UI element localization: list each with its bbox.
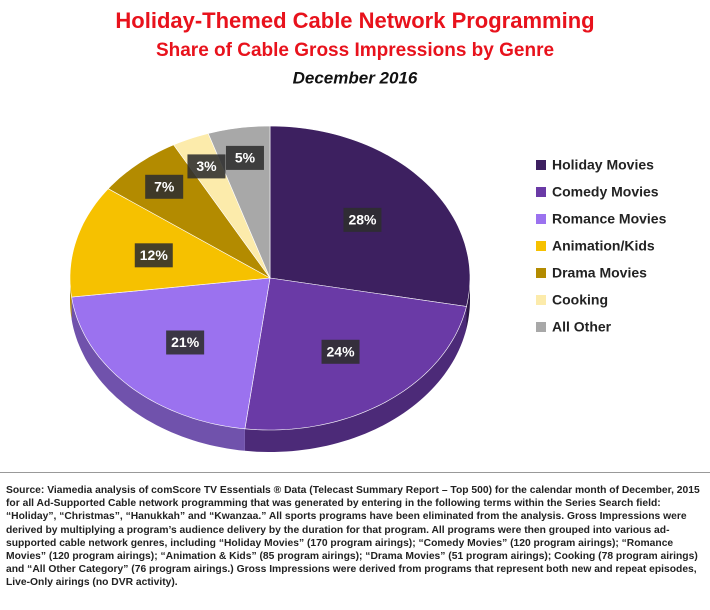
legend-swatch [536, 241, 546, 251]
data-label: 21% [171, 334, 200, 350]
legend-swatch [536, 187, 546, 197]
separator [0, 472, 710, 473]
data-label: 7% [154, 178, 175, 194]
legend-label: Comedy Movies [552, 184, 659, 200]
source-note: Source: Viamedia analysis of comScore TV… [6, 485, 700, 589]
data-label: 5% [235, 150, 256, 166]
legend-swatch [536, 160, 546, 170]
legend-swatch [536, 295, 546, 305]
legend-swatch [536, 322, 546, 332]
data-label: 3% [196, 158, 217, 174]
slice-side [466, 278, 470, 329]
label-box [225, 145, 264, 170]
label-box [187, 154, 226, 179]
legend-label: Cooking [552, 292, 608, 308]
legend-swatch [536, 268, 546, 278]
legend-label: All Other [552, 319, 612, 335]
slice-side [244, 306, 467, 452]
chart-subtitle: Share of Cable Gross Impressions by Genr… [156, 40, 554, 61]
legend-label: Romance Movies [552, 211, 667, 227]
label-box [321, 339, 360, 364]
label-box [145, 174, 184, 199]
chart-date: December 2016 [293, 68, 418, 87]
label-box [166, 330, 205, 355]
chart: Holiday-Themed Cable Network Programming… [69, 8, 667, 452]
chart-title: Holiday-Themed Cable Network Programming [115, 8, 594, 33]
label-box [134, 243, 173, 268]
legend-label: Holiday Movies [552, 157, 654, 173]
legend-label: Animation/Kids [552, 238, 655, 254]
data-label: 28% [348, 212, 377, 228]
label-box [343, 207, 382, 232]
legend-swatch [536, 214, 546, 224]
legend-label: Drama Movies [552, 265, 647, 281]
slice [69, 188, 271, 298]
slice-side [71, 297, 245, 451]
data-label: 24% [327, 343, 356, 359]
data-label: 12% [140, 247, 169, 263]
